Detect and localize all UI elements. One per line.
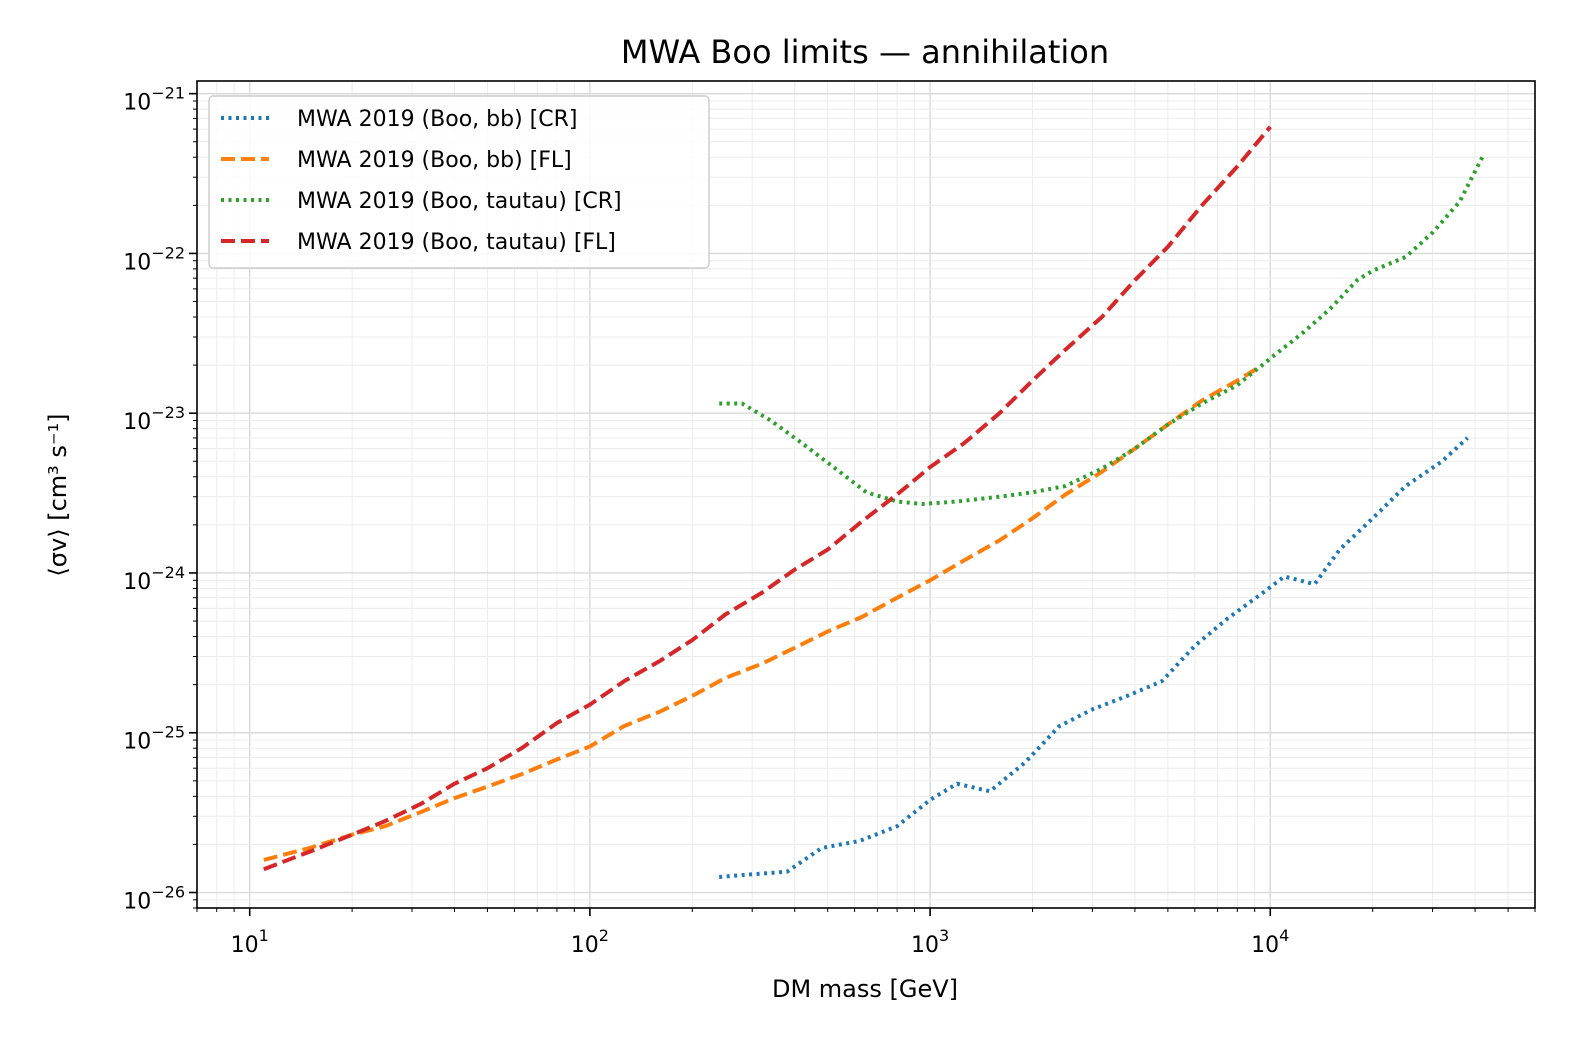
legend-label: MWA 2019 (Boo, bb) [CR] (297, 107, 577, 132)
legend-label: MWA 2019 (Boo, tautau) [CR] (297, 189, 622, 214)
legend-label: MWA 2019 (Boo, bb) [FL] (297, 148, 572, 173)
axes: 101 102 103 104 10−26 10−25 10−24 10−23 10−22 10−… (123, 80, 1536, 958)
legend-label: MWA 2019 (Boo, tautau) [FL] (297, 230, 616, 255)
y-tick-label: 10−21 (123, 84, 185, 116)
chart-title: MWA Boo limits — annihilation (621, 33, 1109, 71)
x-tick-label: 103 (911, 926, 949, 958)
series-line (719, 156, 1485, 506)
y-tick-label: 10−26 (123, 883, 185, 915)
x-axis-label: DM mass [GeV] (772, 975, 958, 1003)
plot-series (263, 125, 1485, 879)
x-tick-label: 102 (571, 926, 609, 958)
axes-frame (196, 80, 1536, 909)
y-tick-label: 10−22 (123, 243, 185, 275)
legend-box (208, 95, 710, 269)
y-axis-label: ⟨σv⟩ [cm³ s⁻¹] (44, 413, 72, 576)
legend: MWA 2019 (Boo, bb) [CR] MWA 2019 (Boo, bb… (208, 95, 710, 269)
x-tick-label: 104 (1251, 926, 1289, 958)
y-tick-label: 10−23 (123, 403, 185, 435)
y-tick-label: 10−25 (123, 723, 185, 755)
series-line (263, 125, 1272, 872)
y-tick-label: 10−24 (123, 563, 185, 595)
x-tick-label: 101 (231, 926, 269, 958)
